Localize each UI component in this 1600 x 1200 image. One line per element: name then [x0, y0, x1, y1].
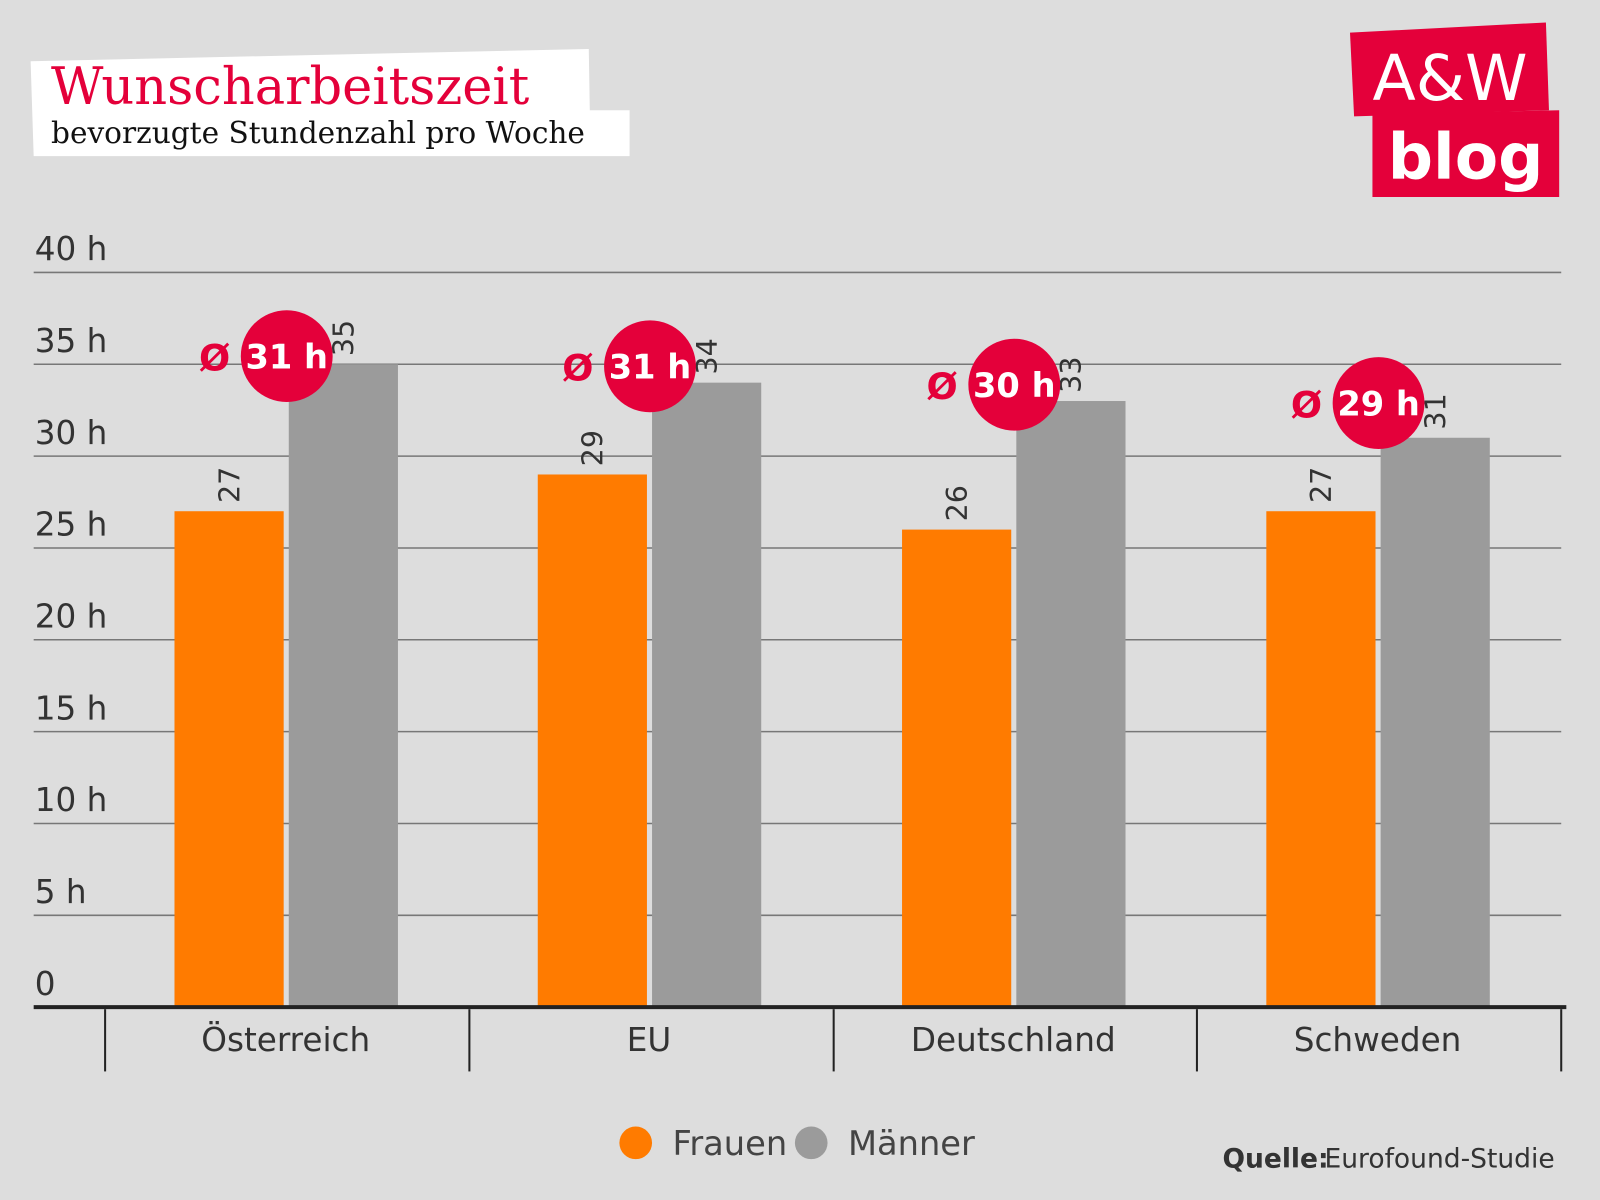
average-label: 29 h: [1337, 384, 1420, 423]
bar-frauen-eu: [537, 474, 647, 1008]
average-label: 31 h: [609, 348, 692, 387]
category-label: EU: [627, 1021, 672, 1059]
average-symbol: Ø: [1291, 383, 1322, 426]
legend-swatch-maenner: [794, 1126, 828, 1160]
y-tick-label: 35 h: [35, 322, 108, 360]
bar-frauen-deutschland: [902, 529, 1012, 1008]
logo: A&W blog: [1350, 22, 1560, 197]
average-symbol: Ø: [927, 365, 958, 408]
y-tick-label: 30 h: [35, 414, 108, 452]
value-label: 27: [212, 467, 246, 503]
svg-text:blog: blog: [1388, 120, 1544, 194]
average-symbol: Ø: [199, 336, 230, 379]
source-label: Quelle:: [1222, 1143, 1328, 1174]
category-label: Deutschland: [911, 1021, 1116, 1059]
legend-swatch-frauen: [619, 1126, 653, 1160]
y-tick-label: 5 h: [35, 873, 87, 911]
category-label: Schweden: [1294, 1021, 1462, 1059]
value-label: 27: [1304, 467, 1338, 503]
y-tick-label: 25 h: [35, 506, 108, 544]
average-badge: [1332, 357, 1425, 449]
value-label: 26: [940, 485, 974, 521]
legend-label-maenner: Männer: [848, 1124, 975, 1163]
average-badge: [604, 320, 696, 413]
category-label: Österreich: [201, 1021, 370, 1059]
average-symbol: Ø: [562, 347, 593, 390]
y-tick-label: 40 h: [35, 230, 108, 268]
legend: Frauen Männer: [619, 1124, 975, 1163]
y-tick-label: 15 h: [35, 689, 108, 727]
svg-text:A&W: A&W: [1372, 41, 1527, 115]
title-block: Wunscharbeitszeit bevorzugte Stundenzahl…: [30, 48, 630, 157]
bar-frauen-österreich: [174, 511, 284, 1008]
source-value: Eurofound-Studie: [1324, 1143, 1554, 1174]
y-tick-label: 10 h: [35, 781, 108, 819]
bar-männer-schweden: [1380, 437, 1490, 1008]
average-label: 30 h: [973, 366, 1056, 405]
chart-subtitle: bevorzugte Stundenzahl pro Woche: [51, 116, 585, 150]
average-badge: [968, 338, 1061, 431]
chart-title: Wunscharbeitszeit: [51, 58, 530, 117]
bar-männer-österreich: [288, 364, 398, 1008]
y-tick-label: 0: [35, 965, 56, 1003]
category-axis: Österreich EU Deutschland Schweden: [104, 1009, 1563, 1072]
value-label: 29: [576, 430, 610, 466]
y-tick-label: 20 h: [35, 598, 108, 636]
legend-label-frauen: Frauen: [672, 1124, 787, 1163]
y-axis-ticks: 0 5 h 10 h 15 h 20 h 25 h 30 h 35 h 40 h: [35, 230, 108, 1003]
bar-frauen-schweden: [1266, 511, 1376, 1008]
average-label: 31 h: [245, 337, 328, 376]
source: Quelle: Eurofound-Studie: [1222, 1143, 1554, 1174]
bar-männer-eu: [652, 382, 762, 1008]
average-badge: [240, 310, 333, 403]
bar-männer-deutschland: [1016, 401, 1126, 1008]
